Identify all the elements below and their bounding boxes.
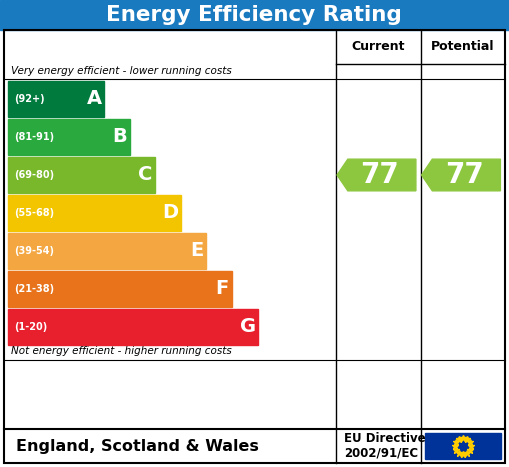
Text: C: C [138,165,152,184]
Text: (21-38): (21-38) [14,284,54,294]
Text: (1-20): (1-20) [14,322,47,332]
Text: Not energy efficient - higher running costs: Not energy efficient - higher running co… [11,347,232,356]
Text: (69-80): (69-80) [14,170,54,180]
Polygon shape [421,159,500,191]
Text: F: F [215,280,229,298]
Text: (92+): (92+) [14,94,45,104]
Text: B: B [112,127,127,147]
Text: 77: 77 [360,161,399,189]
Polygon shape [337,159,416,191]
Bar [8,81,104,117]
Text: 77: 77 [445,161,484,189]
Bar [8,271,232,307]
Text: Current: Current [352,41,405,54]
Text: D: D [163,204,179,222]
Bar [8,309,258,345]
Text: England, Scotland & Wales: England, Scotland & Wales [16,439,259,453]
Bar [8,195,181,231]
Text: A: A [87,90,102,108]
Text: E: E [190,241,203,261]
Bar [8,157,155,193]
Text: (55-68): (55-68) [14,208,54,218]
Text: G: G [240,318,256,337]
Bar [425,433,501,459]
Text: Very energy efficient - lower running costs: Very energy efficient - lower running co… [11,66,232,77]
Text: EU Directive: EU Directive [344,432,426,446]
Text: (81-91): (81-91) [14,132,54,142]
Text: (39-54): (39-54) [14,246,54,256]
Bar [0,0,509,30]
Text: 2002/91/EC: 2002/91/EC [344,446,418,460]
Bar [8,119,130,155]
Text: Energy Efficiency Rating: Energy Efficiency Rating [106,5,402,25]
Text: Potential: Potential [431,41,495,54]
Bar [8,233,207,269]
